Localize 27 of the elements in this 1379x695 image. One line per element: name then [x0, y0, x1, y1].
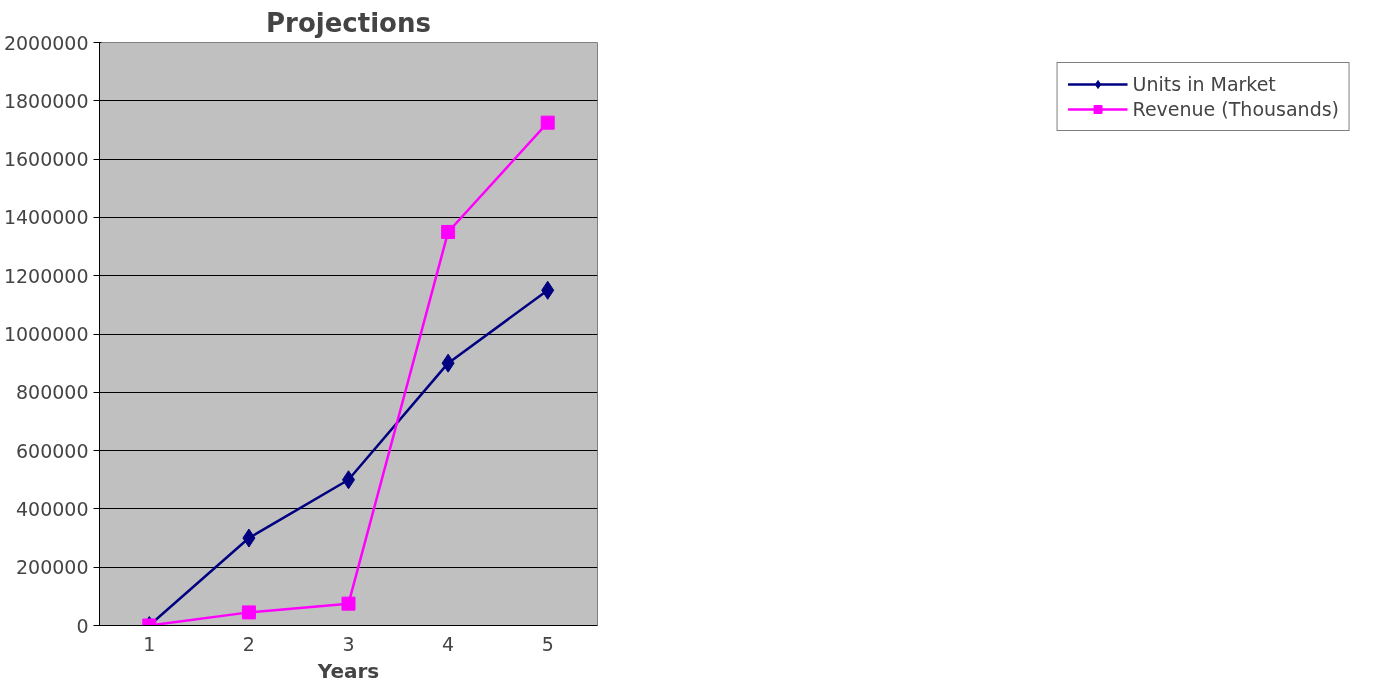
- y-tick-label: 1800000: [3, 89, 89, 112]
- y-tick-label: 1200000: [3, 264, 89, 287]
- x-tick-label: 3: [342, 632, 355, 655]
- x-tick-label: 2: [242, 632, 255, 655]
- y-tick-label: 200000: [15, 556, 89, 579]
- chart-title: Projections: [266, 7, 431, 38]
- y-tick-label: 1600000: [3, 148, 89, 171]
- y-tick-label: 1000000: [3, 323, 89, 345]
- x-tick-label: 5: [541, 632, 554, 655]
- x-tick-label: 4: [442, 632, 455, 655]
- point: [242, 528, 256, 548]
- x-axis-title: Years: [316, 658, 380, 683]
- point: [341, 596, 356, 611]
- y-tick-label: 600000: [15, 439, 89, 462]
- y-tick-label: 0: [76, 614, 89, 637]
- y-tick-label: 1400000: [3, 206, 89, 229]
- legend-label: Units in Market: [1132, 73, 1276, 95]
- point: [441, 353, 455, 373]
- y-tick-label: 400000: [15, 497, 89, 520]
- legend-label: Revenue (Thousands): [1132, 98, 1339, 120]
- point: [540, 115, 555, 130]
- y-tick-label: 2000000: [3, 31, 89, 54]
- y-tick-label: 800000: [15, 381, 89, 404]
- point: [441, 224, 456, 239]
- point: [541, 280, 555, 300]
- x-tick-label: 1: [143, 632, 156, 655]
- point: [241, 605, 256, 620]
